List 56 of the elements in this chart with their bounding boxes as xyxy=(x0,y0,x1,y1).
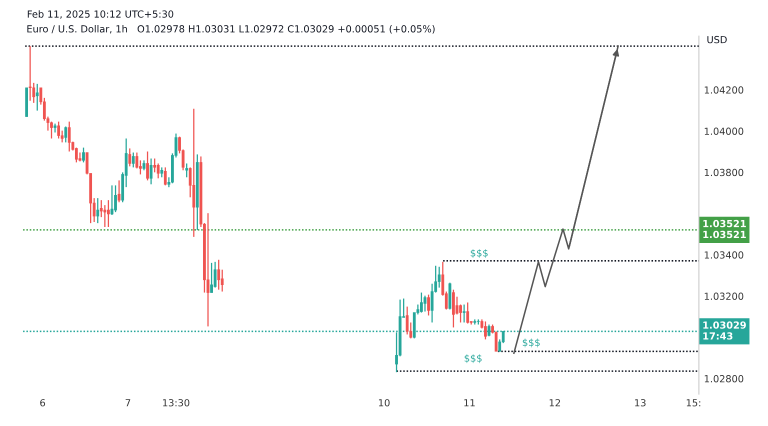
candlestick xyxy=(164,166,167,186)
candlestick xyxy=(110,184,114,216)
candlestick xyxy=(462,304,466,324)
candlestick xyxy=(406,306,409,336)
text: Feb 11, 2025 10:12 UTC+5:30 xyxy=(28,10,174,19)
y-tick-label: 1.03400 xyxy=(704,251,744,259)
candlestick xyxy=(420,292,423,314)
x-tick-label: 11 xyxy=(464,399,475,406)
annotation: $$$ xyxy=(470,249,488,258)
candlestick xyxy=(185,162,188,178)
y-tick-label: 1.03800 xyxy=(704,168,744,176)
candlestick xyxy=(82,146,85,164)
x-tick-label: 13 xyxy=(635,399,646,406)
candlestick xyxy=(114,184,117,213)
ref-line-label: 1.03029 17:43 xyxy=(703,321,746,340)
candlestick xyxy=(459,304,462,324)
x-tick-label: 6 xyxy=(40,399,46,406)
candlestick xyxy=(438,266,441,288)
x-tick-label: 15: xyxy=(686,399,700,406)
ref-line-label: 1.03521 1.03521 xyxy=(703,220,746,238)
candlestick xyxy=(156,162,160,179)
candlestick xyxy=(217,259,220,290)
line-series xyxy=(513,45,619,354)
candlestick xyxy=(424,295,426,312)
chart-title: Euro / U.S. Dollar, 1h O1.02978 H1.03031 L1.02972 C1.03029 +0.00051 (+0.05%) xyxy=(27,25,435,34)
candlestick xyxy=(50,120,53,140)
x-tick-label: 7 xyxy=(126,399,130,406)
y-tick-label: 1.03200 xyxy=(704,292,744,300)
x-tick-label: 12 xyxy=(550,399,560,406)
y-tick-label: 1.04200 xyxy=(704,86,744,94)
candlestick xyxy=(57,120,60,140)
candlestick xyxy=(128,148,132,167)
y-tick-label: 1.02800 xyxy=(704,375,744,382)
candlestick xyxy=(206,212,210,328)
candlestick xyxy=(153,158,156,173)
candlestick xyxy=(146,150,149,181)
candlestick xyxy=(484,320,487,340)
candlestick xyxy=(476,318,480,326)
x-tick-label: 10 xyxy=(378,399,390,406)
candlestick xyxy=(466,302,470,324)
annotation: $$$ xyxy=(464,354,482,364)
annotation: $$$ xyxy=(522,338,540,348)
candlestick xyxy=(118,180,120,203)
candlestick xyxy=(64,126,68,144)
candlestick xyxy=(68,120,71,152)
y-axis-title: USD xyxy=(707,36,727,44)
candlestick xyxy=(132,152,135,168)
x-tick-label: 13:30 xyxy=(163,399,190,406)
candlestick xyxy=(28,45,32,102)
candlestick xyxy=(150,158,153,185)
candlestick xyxy=(427,294,430,316)
candlestick xyxy=(210,262,213,294)
candlestick xyxy=(452,289,455,328)
candlestick xyxy=(142,160,146,171)
y-tick-label: 1.04000 xyxy=(704,128,744,135)
candlestick xyxy=(106,200,110,228)
